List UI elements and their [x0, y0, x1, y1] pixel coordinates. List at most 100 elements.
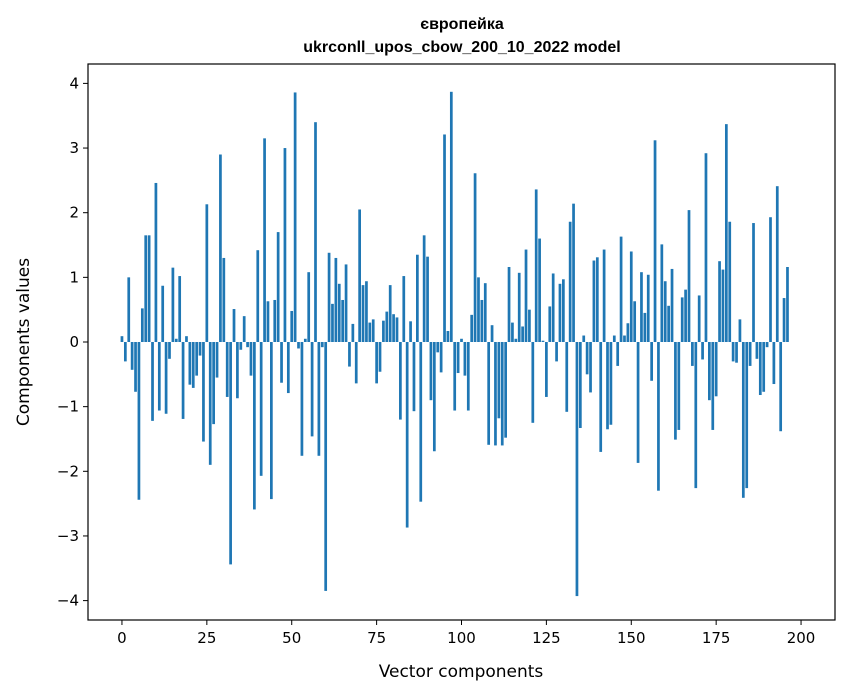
bar-196 [786, 267, 789, 342]
plot-frame [87, 63, 836, 621]
bar-23 [198, 342, 202, 356]
bar-66 [344, 264, 348, 342]
bar-35 [239, 342, 243, 350]
bar-10 [154, 182, 158, 342]
bar-133 [572, 203, 575, 342]
bar-101 [463, 342, 467, 376]
bar-52 [297, 342, 300, 349]
bar-48 [283, 148, 287, 342]
bar-183 [741, 342, 745, 498]
bar-16 [174, 338, 178, 342]
bar-96 [446, 331, 450, 342]
bar-106 [480, 299, 484, 342]
bar-89 [422, 235, 426, 342]
bar-171 [701, 342, 704, 360]
bar-185 [748, 342, 752, 366]
bar-74 [371, 319, 375, 342]
x-tick-label: 50 [282, 629, 301, 647]
bar-64 [337, 283, 341, 342]
bar-163 [674, 342, 677, 440]
bar-132 [568, 221, 572, 342]
bar-134 [575, 342, 579, 597]
bar-130 [562, 279, 565, 342]
bar-99 [456, 342, 460, 374]
bar-86 [412, 342, 416, 412]
bar-98 [453, 342, 457, 411]
bar-37 [246, 342, 249, 348]
bar-162 [670, 268, 674, 342]
bar-181 [735, 342, 738, 363]
x-tick-label: 75 [367, 629, 386, 647]
chart-title-line-1: європейка [420, 16, 504, 33]
bar-8 [147, 235, 151, 342]
bar-140 [595, 257, 599, 342]
bar-17 [178, 276, 182, 342]
bar-93 [436, 342, 440, 353]
bar-147 [619, 236, 623, 342]
bar-7 [144, 235, 148, 342]
bar-6 [140, 308, 144, 342]
bar-31 [225, 342, 229, 397]
bar-38 [249, 342, 253, 376]
bar-12 [161, 285, 165, 342]
bar-95 [443, 134, 446, 342]
bar-105 [477, 277, 480, 342]
bar-154 [643, 312, 647, 342]
bar-160 [663, 281, 667, 342]
bar-151 [633, 301, 637, 342]
bar-164 [677, 342, 681, 430]
bar-144 [609, 342, 613, 425]
bar-47 [280, 342, 283, 383]
bar-43 [266, 301, 270, 342]
bar-3 [130, 342, 134, 370]
chart-title-line-2: ukrconll_upos_cbow_200_10_2022 model [303, 39, 620, 56]
bar-65 [341, 299, 345, 342]
bar-27 [212, 342, 215, 425]
bar-29 [219, 154, 222, 342]
bar-119 [524, 249, 528, 342]
bar-21 [191, 342, 195, 388]
bar-5 [137, 342, 141, 500]
bar-157 [653, 140, 657, 342]
bar-110 [494, 342, 497, 446]
bar-68 [351, 323, 355, 342]
bar-149 [626, 323, 630, 342]
bar-121 [531, 342, 535, 423]
bar-82 [399, 342, 402, 420]
bar-188 [758, 342, 762, 396]
x-axis-ticks: 0 25 50 75 100 125 150 175 200 [117, 620, 815, 647]
bar-128 [555, 342, 558, 362]
bar-79 [388, 285, 392, 342]
bar-167 [687, 210, 691, 342]
bar-34 [236, 342, 239, 399]
bar-122 [534, 189, 538, 342]
bar-175 [714, 342, 718, 397]
bar-88 [419, 342, 423, 502]
bar-58 [317, 342, 321, 456]
bar-63 [334, 257, 338, 342]
bar-49 [286, 342, 290, 394]
bar-109 [490, 325, 494, 342]
bar-18 [181, 342, 185, 419]
bar-104 [473, 173, 477, 342]
bar-32 [229, 342, 232, 565]
bar-70 [358, 209, 361, 342]
bar-62 [331, 303, 334, 342]
bar-42 [263, 138, 266, 342]
bar-61 [327, 252, 331, 342]
bar-136 [582, 335, 586, 342]
bar-36 [242, 316, 246, 342]
bar-20 [188, 342, 192, 385]
bar-113 [504, 342, 507, 438]
bar-138 [589, 342, 592, 393]
bar-102 [466, 342, 470, 411]
bar-176 [718, 261, 721, 342]
bar-168 [691, 342, 694, 366]
bar-170 [697, 295, 701, 342]
bar-15 [171, 267, 175, 342]
bar-39 [253, 342, 256, 510]
bar-55 [307, 272, 311, 342]
bar-24 [202, 342, 205, 442]
bar-56 [310, 342, 314, 437]
bar-184 [745, 342, 749, 489]
